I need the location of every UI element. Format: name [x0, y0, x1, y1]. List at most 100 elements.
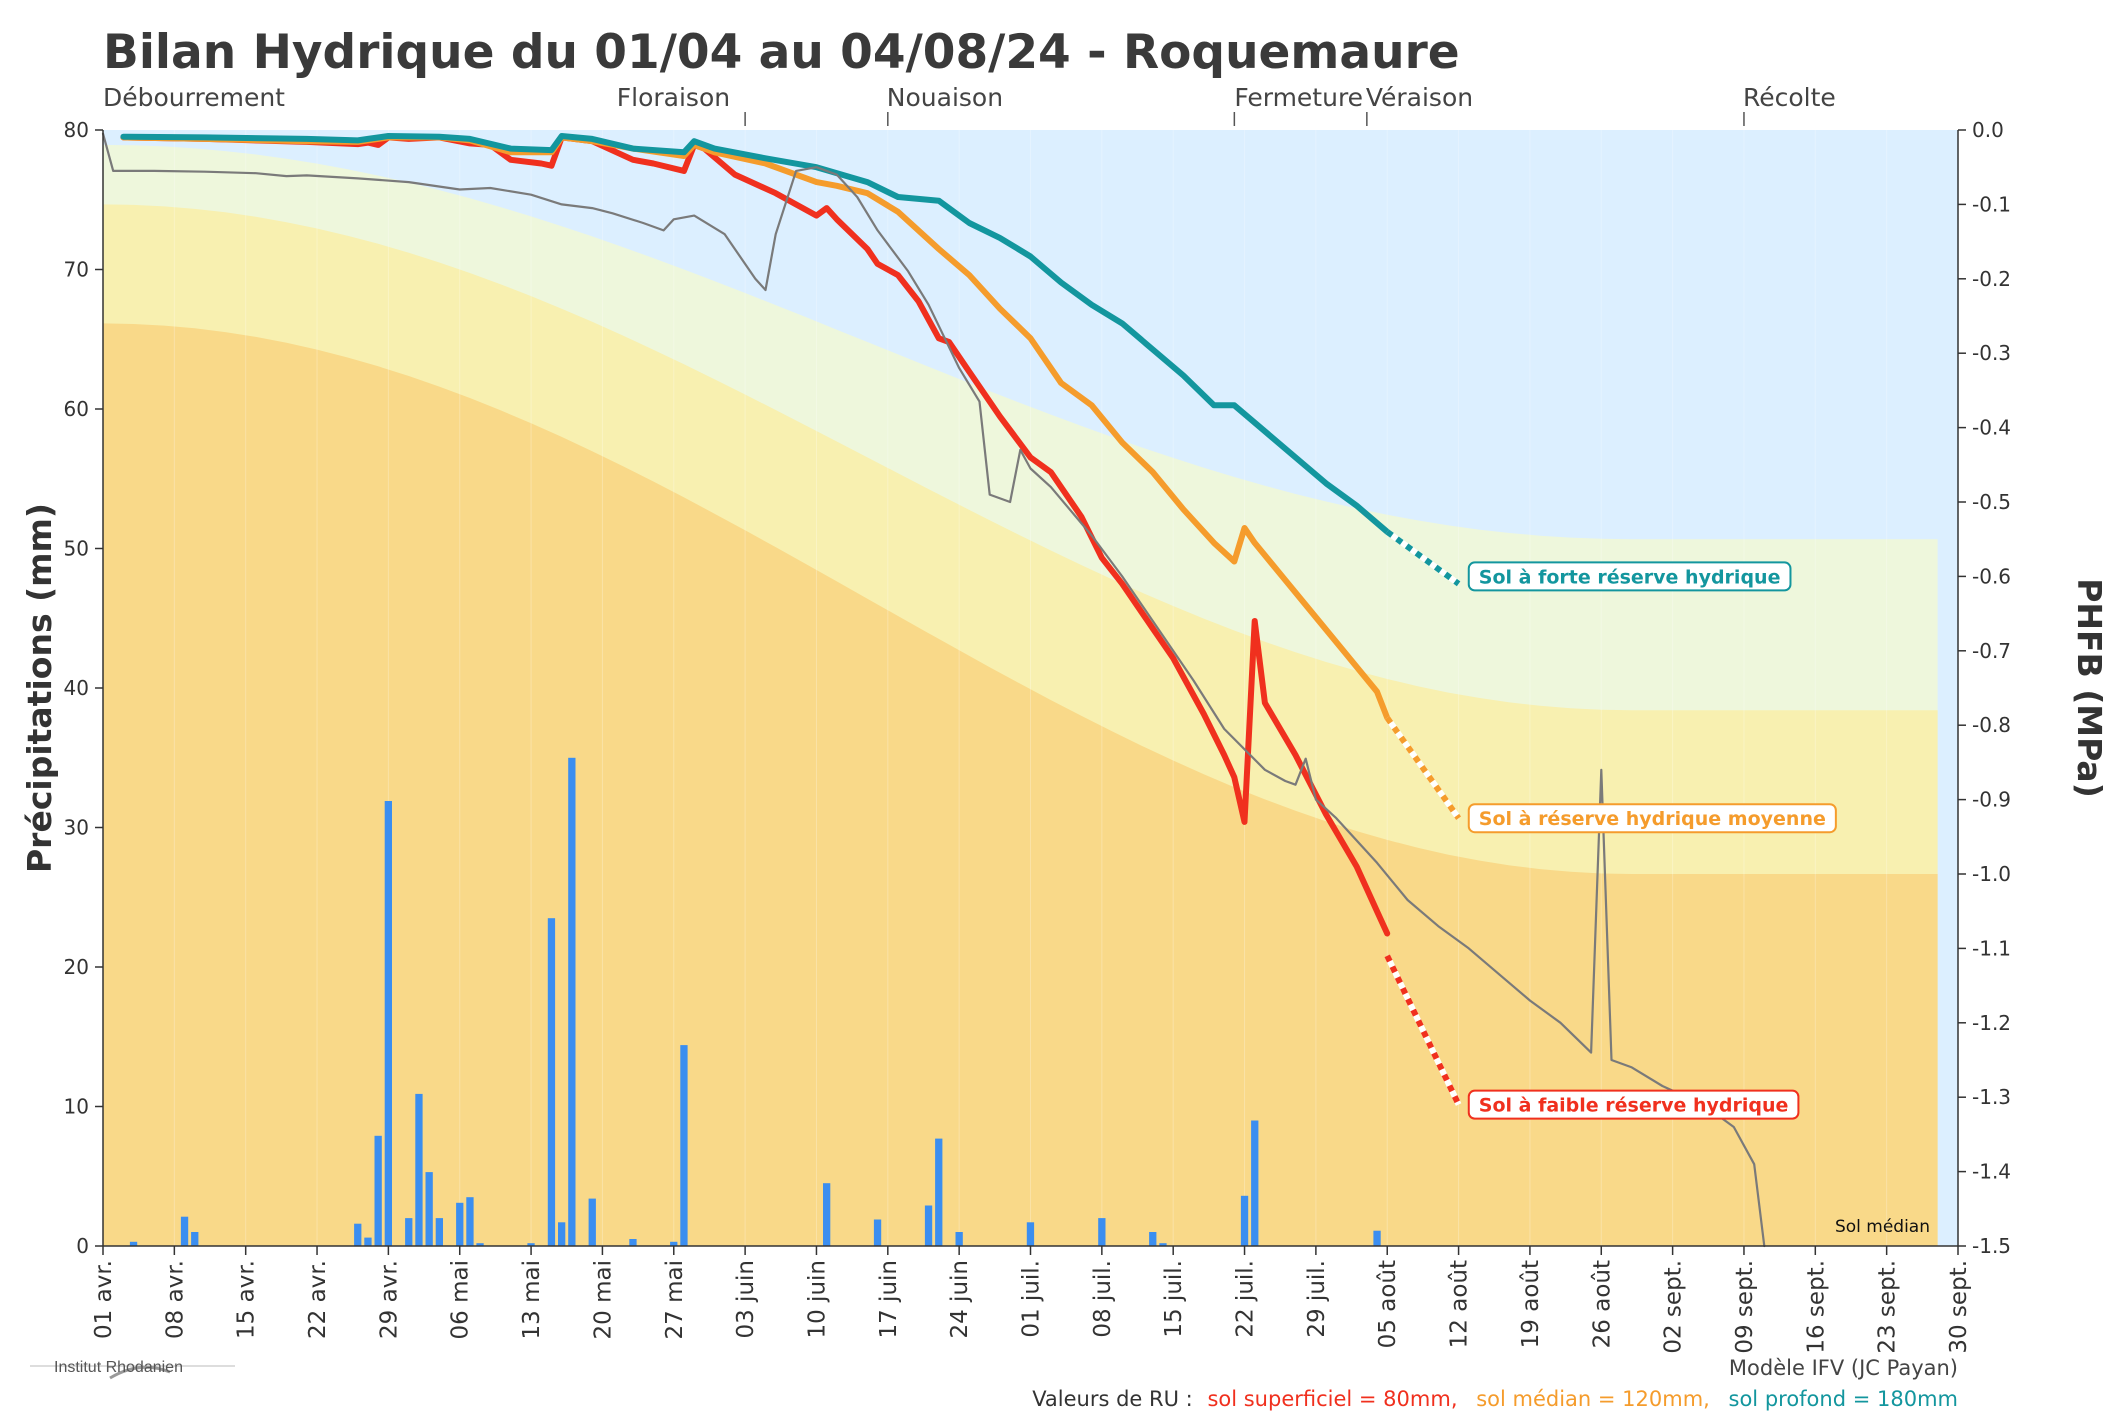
- y-right-tick-label: -0.4: [1972, 416, 2011, 440]
- y-left-tick-label: 50: [64, 537, 89, 561]
- axes: 0 10 20 30 40 50 60 70 80 0.0 -0.1 -0.2 -0.3 -0.4 -0.5…: [64, 118, 2011, 1354]
- y-left-tick-label: 40: [64, 676, 89, 700]
- precip-bar: [374, 1135, 382, 1246]
- chart-title: Bilan Hydrique du 01/04 au 04/08/24 - Ro…: [103, 25, 1460, 80]
- precip-bar: [547, 918, 556, 1246]
- series-callout-box: [1467, 1089, 1800, 1120]
- precip-bar: [955, 1232, 963, 1246]
- precip-bar: [873, 1219, 882, 1246]
- y-right-tick-label: -1.2: [1972, 1011, 2011, 1035]
- x-tick-label: 08 juil.: [1090, 1260, 1116, 1338]
- logo: Institut Rhodanien: [30, 1359, 235, 1380]
- y-left-title: Précipitations (mm): [20, 503, 59, 873]
- precip-bar: [364, 1237, 372, 1246]
- x-tick-label: 20 mai: [590, 1260, 616, 1339]
- stage-label: Récolte: [1743, 83, 1836, 112]
- y-left-tick-label: 30: [64, 816, 89, 840]
- precip-bar: [527, 1243, 535, 1246]
- precipitation-bars: [129, 757, 1381, 1247]
- x-tick-label: 19 août: [1518, 1260, 1544, 1348]
- series-callout-box: [1467, 561, 1792, 592]
- x-tick-label: 16 sept.: [1803, 1260, 1829, 1354]
- x-tick-label: 01 avr.: [91, 1260, 117, 1339]
- precip-bar: [1240, 1195, 1249, 1246]
- precip-bar: [1098, 1218, 1106, 1246]
- precip-bar: [180, 1216, 189, 1246]
- zone-dry: [103, 323, 1938, 1246]
- precip-bar: [1026, 1222, 1035, 1246]
- precip-bar: [435, 1218, 443, 1246]
- precip-bar: [823, 1183, 831, 1246]
- ru-high: sol profond = 180mm: [1729, 1387, 1958, 1411]
- series-line: [101, 132, 1766, 1248]
- stage-label: Nouaison: [887, 83, 1003, 112]
- y-left-tick-label: 10: [64, 1095, 89, 1119]
- precip-bar: [476, 1243, 484, 1246]
- y-right-tick-label: -1.4: [1972, 1160, 2011, 1184]
- y-left-tick-label: 80: [64, 118, 89, 142]
- x-tick-label: 24 juin: [947, 1260, 973, 1339]
- precip-bar: [1149, 1232, 1157, 1246]
- precip-bar: [629, 1239, 637, 1246]
- y-right-title: PHFB (MPa): [2070, 578, 2109, 798]
- precip-bar: [456, 1202, 464, 1246]
- precip-bar: [1251, 1120, 1259, 1246]
- x-tick-label: 13 mai: [519, 1260, 545, 1339]
- x-tick-label: 09 sept.: [1732, 1260, 1758, 1354]
- precip-bar: [670, 1241, 678, 1246]
- y-right-tick-label: -1.5: [1972, 1234, 2011, 1258]
- y-right-tick-label: -0.2: [1972, 267, 2011, 291]
- precip-bar: [466, 1197, 474, 1246]
- ru-prefix: Valeurs de RU :: [1032, 1387, 1193, 1411]
- background-zones: [103, 130, 1958, 1246]
- x-tick-label: 30 sept.: [1946, 1260, 1972, 1354]
- stage-label: Fermeture: [1234, 83, 1363, 112]
- precip-bar: [935, 1138, 943, 1246]
- y-right-tick-label: -0.7: [1972, 639, 2011, 663]
- x-tick-label: 12 août: [1447, 1260, 1473, 1348]
- precip-bar: [129, 1241, 138, 1246]
- precip-bar: [425, 1172, 433, 1246]
- x-tick-label: 03 juin: [733, 1260, 759, 1339]
- y-right-tick-label: -1.1: [1972, 936, 2011, 960]
- precip-bar: [1159, 1243, 1167, 1246]
- projection-line: [1385, 529, 1461, 587]
- precip-bar: [415, 1093, 423, 1246]
- y-left-tick-label: 60: [64, 397, 89, 421]
- precip-bar: [405, 1218, 413, 1246]
- y-right-tick-label: -0.3: [1972, 341, 2011, 365]
- series-callout-label: Sol à réserve hydrique moyenne: [1479, 808, 1826, 830]
- x-tick-label: 08 avr.: [162, 1260, 188, 1339]
- y-right-tick-label: 0.0: [1972, 118, 2004, 142]
- ru-mid: sol médian = 120mm,: [1476, 1387, 1710, 1411]
- projection-line: [1384, 716, 1462, 820]
- series-callouts: Sol à forte réserve hydrique Sol à réserv…: [1467, 561, 1837, 1120]
- x-tick-label: 01 juil.: [1019, 1260, 1045, 1338]
- y-right-tick-label: -0.6: [1972, 564, 2011, 588]
- x-tick-label: 26 août: [1589, 1260, 1615, 1348]
- y-right-tick-label: -1.3: [1972, 1085, 2011, 1109]
- stage-label: Débourrement: [103, 83, 285, 112]
- x-tick-label: 23 sept.: [1875, 1260, 1901, 1354]
- x-tick-label: 10 juin: [805, 1260, 831, 1339]
- precip-bar: [568, 757, 576, 1247]
- y-right-tick-label: -0.1: [1972, 192, 2011, 216]
- precip-bar: [191, 1232, 199, 1246]
- x-tick-label: 06 mai: [448, 1260, 474, 1339]
- y-left-tick-label: 0: [76, 1234, 89, 1258]
- x-tick-label: 29 avr.: [376, 1260, 402, 1339]
- y-left-tick-label: 20: [64, 955, 89, 979]
- precip-bar: [558, 1222, 566, 1246]
- precip-bar: [588, 1198, 596, 1246]
- stage-label: Floraison: [617, 83, 730, 112]
- x-tick-label: 15 juil.: [1161, 1260, 1187, 1338]
- stage-label: Véraison: [1366, 83, 1473, 112]
- logo-text: Institut Rhodanien: [54, 1359, 183, 1376]
- series-callout-label: Sol à forte réserve hydrique: [1479, 566, 1781, 588]
- x-tick-label: 17 juin: [876, 1260, 902, 1339]
- phenology-stages: Débourrement Floraison Nouaison Fermeture Vé…: [103, 83, 1836, 126]
- grid: [102, 130, 1959, 1246]
- precip-bar: [680, 1045, 688, 1246]
- x-tick-label: 27 mai: [662, 1260, 688, 1339]
